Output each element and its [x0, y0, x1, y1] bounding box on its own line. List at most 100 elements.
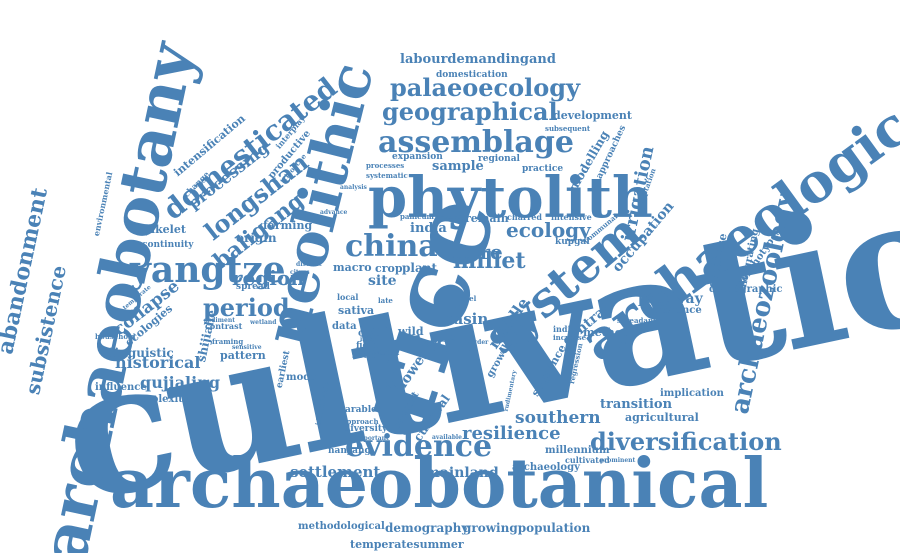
word-present: present: [435, 214, 461, 221]
word-demography: demography: [385, 521, 469, 535]
word-indian: indian: [553, 324, 582, 334]
word-methodological: methodological: [298, 521, 385, 532]
word-millennium: millennium: [545, 445, 610, 456]
word-asia: asia: [422, 332, 472, 358]
word-wild: wild: [398, 325, 424, 338]
word-diversity: diversity: [344, 424, 388, 434]
word-important: important: [355, 435, 389, 442]
word-approach: approach: [342, 417, 379, 426]
word-temperatesummer: temperatesummer: [350, 538, 464, 551]
word-phytolith: phytolith: [368, 165, 653, 231]
word-farming: farming: [263, 219, 313, 232]
word-domestication: domestication: [436, 70, 508, 80]
word-subsequent: subsequent: [545, 124, 591, 133]
word-expansion: expansion: [392, 152, 443, 162]
word-pathway: pathway: [638, 291, 703, 307]
word-distinct: distinct: [296, 261, 322, 268]
word-basin: basin: [443, 310, 489, 328]
word-geographical: geographical: [382, 97, 558, 126]
word-processes: processes: [366, 161, 405, 170]
word-household: household: [95, 332, 136, 341]
word-social: social: [352, 351, 382, 361]
word-continuity: continuity: [142, 240, 194, 250]
word-sativa: sativa: [338, 304, 375, 317]
word-more: more: [445, 240, 503, 264]
word-growingpopulation: growingpopulation: [463, 521, 591, 535]
word-spreadand: spreadand: [617, 316, 658, 325]
word-transition: transition: [600, 397, 673, 412]
word-available: available: [432, 434, 462, 441]
word-demographic: demographic: [709, 284, 783, 295]
word-plant: plant: [402, 261, 437, 275]
word-wetland: wetland: [250, 319, 277, 326]
word-spikelet: spikelet: [137, 223, 186, 236]
word-contrast: contrast: [205, 321, 243, 331]
word-labourdemandingand: labourdemandingand: [400, 52, 556, 67]
word-prominent: prominent: [600, 457, 636, 464]
word-development: development: [553, 109, 633, 122]
word-sensitive: sensitive: [232, 344, 262, 351]
word-weed: weed: [371, 347, 400, 358]
word-china: china: [345, 229, 438, 264]
word-panicum: panicum: [400, 212, 434, 221]
word-citrus: citrus: [290, 269, 310, 276]
word-pattern: pattern: [220, 349, 266, 362]
word-archaeobotanical: archaeobotanical: [110, 444, 769, 524]
word-analysis: analysis: [340, 184, 367, 191]
word-nanyang: nanyang: [328, 446, 371, 456]
word-settlement: settlement: [290, 463, 381, 481]
word-mainland: mainland: [425, 465, 499, 481]
word-influence: influence: [95, 382, 147, 393]
word-agricultural: agricultural: [625, 411, 699, 424]
word-iron: iron: [418, 338, 442, 349]
word-palaeoecology: palaeoecology: [390, 73, 581, 102]
word-archaeology: archaeology: [512, 462, 580, 473]
word-local: local: [337, 292, 359, 302]
word-origin: origin: [236, 231, 277, 245]
word-diversification: diversification: [590, 427, 782, 456]
word-period: period: [203, 293, 290, 322]
word-macro: macro: [333, 261, 372, 274]
word-ecology: ecology: [506, 218, 591, 242]
word-method: method: [583, 326, 630, 339]
word-complexity: complexity: [128, 394, 189, 405]
word-kupgal: kupgal: [555, 237, 590, 247]
word-difference: difference: [645, 305, 702, 316]
word-implication: implication: [660, 388, 724, 399]
word-practice: practice: [522, 164, 564, 174]
word-millet: millet: [453, 248, 526, 274]
word-advance: advance: [320, 209, 348, 216]
word-infer: infer: [360, 336, 377, 343]
word-linguistic: linguistic: [110, 346, 174, 360]
word-increase: increase: [553, 333, 587, 342]
word-region: region: [232, 266, 305, 290]
word-arable: arable: [345, 405, 377, 415]
word-order: order: [470, 339, 489, 346]
word-remain: remain: [465, 212, 509, 225]
word-model: model: [286, 372, 321, 383]
word-sediment: sediment: [204, 317, 235, 324]
word-southern: southern: [515, 408, 601, 428]
word-yangtze: yangtze: [130, 249, 286, 291]
word-systematic: systematic: [366, 171, 408, 180]
word-qujialing: qujialing: [140, 373, 221, 392]
word-evidence: evidence: [345, 429, 493, 464]
word-resilience: resilience: [462, 423, 561, 444]
word-level: level: [458, 294, 477, 303]
word-framing: framing: [212, 337, 244, 346]
word-sample: sample: [432, 159, 484, 174]
word-opal: opal: [358, 328, 382, 339]
word-charred: charred: [507, 212, 542, 222]
word-cultivated: cultivated: [565, 455, 610, 465]
word-late: late: [378, 296, 393, 305]
word-intensive: intensive: [551, 212, 592, 222]
word-spread: spread: [236, 282, 270, 292]
word-crop: crop: [375, 262, 403, 275]
word-india: india: [410, 221, 447, 236]
word-field: field: [356, 341, 378, 351]
word-data: data: [332, 321, 357, 332]
word-historical: historical: [115, 353, 201, 372]
word-assemblage: assemblage: [378, 125, 574, 160]
word-regional: regional: [478, 154, 520, 164]
